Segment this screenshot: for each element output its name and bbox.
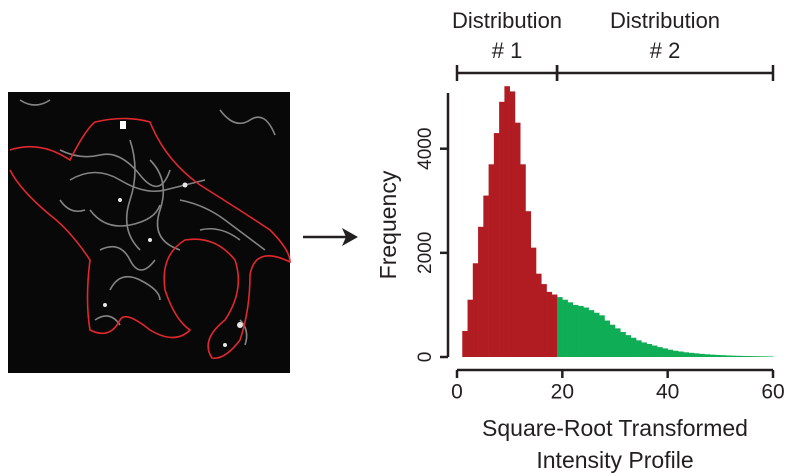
histogram-bar <box>678 351 684 357</box>
histogram-bar <box>746 356 753 357</box>
x-axis-label: Square-Root Transformed <box>482 415 748 441</box>
histogram-bar <box>509 91 516 357</box>
histogram-bar <box>667 349 674 357</box>
histogram-bar <box>762 356 769 357</box>
y-tick-label: 4000 <box>415 128 436 170</box>
histogram-bar <box>688 352 695 357</box>
bracket-title: Distribution <box>610 8 720 33</box>
bracket-label: # 1 <box>492 38 523 63</box>
x-tick-label: 0 <box>451 381 463 404</box>
histogram-bar <box>741 355 747 357</box>
histogram-bar <box>736 355 742 357</box>
histogram-bar <box>662 348 668 357</box>
histogram-bar <box>636 340 642 357</box>
histogram-bar <box>557 297 563 357</box>
histogram-bar <box>593 312 600 357</box>
histogram-bar <box>651 345 658 357</box>
histogram-bar <box>615 328 621 357</box>
histogram-bar <box>483 195 489 357</box>
histogram-bar <box>699 353 705 357</box>
histogram-bar <box>493 133 500 357</box>
histogram-bar <box>704 354 711 357</box>
histogram-bar <box>672 350 679 357</box>
histogram-bar <box>715 354 721 357</box>
histogram-bar <box>467 299 474 357</box>
histogram-bar <box>478 226 484 357</box>
histogram-bar <box>599 315 605 357</box>
histogram-bar <box>541 284 547 357</box>
histogram-bar <box>709 354 716 357</box>
histogram-bar <box>472 263 479 357</box>
x-axis-label: Intensity Profile <box>536 447 693 473</box>
histogram-bar <box>551 294 558 357</box>
y-tick-label: 2000 <box>415 232 436 274</box>
histogram-bar <box>588 310 595 357</box>
histogram-bar <box>514 122 521 358</box>
histogram-bar <box>578 305 584 357</box>
histogram-bar <box>625 335 632 357</box>
histogram-bar <box>609 324 616 357</box>
histogram-bar <box>757 356 763 357</box>
microscopy-image <box>8 92 291 373</box>
histogram-bar <box>504 86 510 357</box>
histogram-bar <box>730 355 737 357</box>
bracket-title: Distribution <box>452 8 562 33</box>
bracket-label: # 2 <box>650 38 681 63</box>
y-tick-label: 0 <box>415 352 436 363</box>
histogram-bar <box>546 291 553 357</box>
histogram-bar <box>725 355 732 357</box>
histogram-bar <box>536 273 542 357</box>
histogram-bar <box>525 211 532 357</box>
histogram-bar <box>462 330 468 357</box>
histogram-bar <box>567 302 574 357</box>
y-axis-label: Frequency <box>375 170 401 279</box>
x-tick-label: 60 <box>761 381 784 404</box>
x-tick-label: 20 <box>551 381 574 404</box>
histogram-bar <box>499 101 505 357</box>
histogram-bar <box>572 304 579 357</box>
histogram-bar <box>751 356 758 357</box>
arrow <box>303 228 358 246</box>
x-tick-label: 40 <box>656 381 679 404</box>
histogram-bar <box>520 164 526 357</box>
histogram-bar <box>694 353 700 357</box>
histogram-bar <box>562 299 568 357</box>
histogram-bar <box>657 347 663 357</box>
histogram-bar <box>720 355 726 357</box>
histogram-bar <box>604 320 611 357</box>
histogram-bar <box>646 343 653 357</box>
histogram-bar <box>488 164 495 357</box>
histogram-bar <box>630 337 637 357</box>
histogram-bar <box>620 332 626 357</box>
histogram-bar <box>641 342 647 357</box>
histogram-bar <box>683 352 690 357</box>
histogram-bar <box>767 356 774 357</box>
histogram-bar <box>530 247 537 357</box>
histogram-bar <box>583 307 589 357</box>
